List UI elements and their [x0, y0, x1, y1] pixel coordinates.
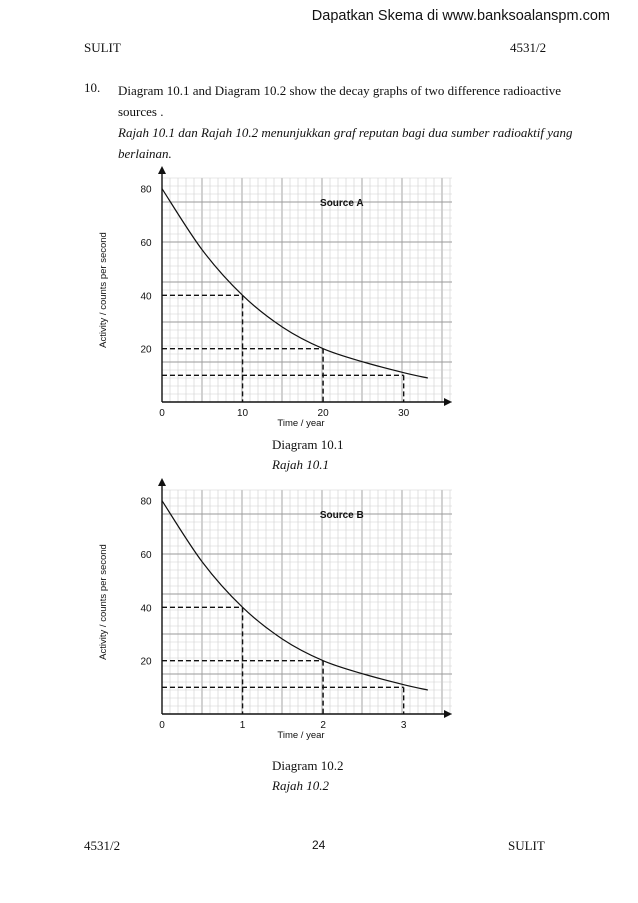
x-tick-label: 2 — [320, 720, 326, 731]
diagram-caption-2-malay: Rajah 10.2 — [272, 778, 330, 793]
x-axis-label: Time / year — [277, 418, 324, 429]
y-tick-label: 80 — [140, 185, 152, 196]
y-axis-arrow — [158, 166, 166, 174]
chart-title: Source A — [320, 198, 364, 209]
header-right: 4531/2 — [510, 40, 547, 55]
page-number: 24 — [312, 838, 326, 852]
x-tick-label: 0 — [159, 408, 165, 419]
x-tick-label: 1 — [240, 720, 246, 731]
decay-curve — [161, 188, 428, 379]
y-tick-label: 20 — [140, 345, 152, 356]
y-axis-arrow — [158, 478, 166, 486]
y-tick-label: 60 — [140, 238, 152, 249]
question-text-english: Diagram 10.1 and Diagram 10.2 show the d… — [118, 83, 562, 119]
decay-chart-source-a: 20 40 60 80 0 10 20 30 Time / year Activity / cou… — [98, 166, 452, 429]
x-tick-label: 3 — [401, 720, 407, 731]
diagram-caption-1-malay: Rajah 10.1 — [272, 457, 330, 472]
y-tick-label: 60 — [140, 550, 152, 561]
x-tick-label: 20 — [318, 408, 330, 419]
x-axis-arrow — [444, 710, 452, 718]
y-tick-label: 80 — [140, 497, 152, 508]
y-tick-label: 20 — [140, 657, 152, 668]
x-tick-label: 10 — [237, 408, 249, 419]
y-axis-label: Activity / counts per second — [98, 232, 109, 348]
banner-text: Dapatkan Skema di www.banksoalanspm.com — [311, 8, 610, 24]
y-tick-label: 40 — [140, 291, 152, 302]
footer-right: SULIT — [508, 838, 545, 853]
diagram-caption-1: Diagram 10.1 — [272, 437, 344, 452]
question-text-malay: Rajah 10.1 dan Rajah 10.2 menunjukkan gr… — [118, 125, 573, 161]
y-tick-label: 40 — [140, 603, 152, 614]
x-axis-arrow — [444, 398, 452, 406]
x-axis-label: Time / year — [277, 730, 324, 741]
y-axis-label: Activity / counts per second — [98, 544, 109, 660]
chart-title: Source B — [320, 510, 364, 521]
header-left: SULIT — [84, 40, 121, 55]
x-tick-label: 0 — [159, 720, 165, 731]
decay-chart-source-b: 20 40 60 80 0 1 2 3 Time / year Activity / counts… — [98, 478, 452, 741]
diagram-caption-2: Diagram 10.2 — [272, 758, 344, 773]
decay-curve — [161, 500, 428, 691]
footer-left: 4531/2 — [84, 838, 121, 853]
x-tick-label: 30 — [398, 408, 410, 419]
question-number: 10. — [84, 80, 101, 95]
